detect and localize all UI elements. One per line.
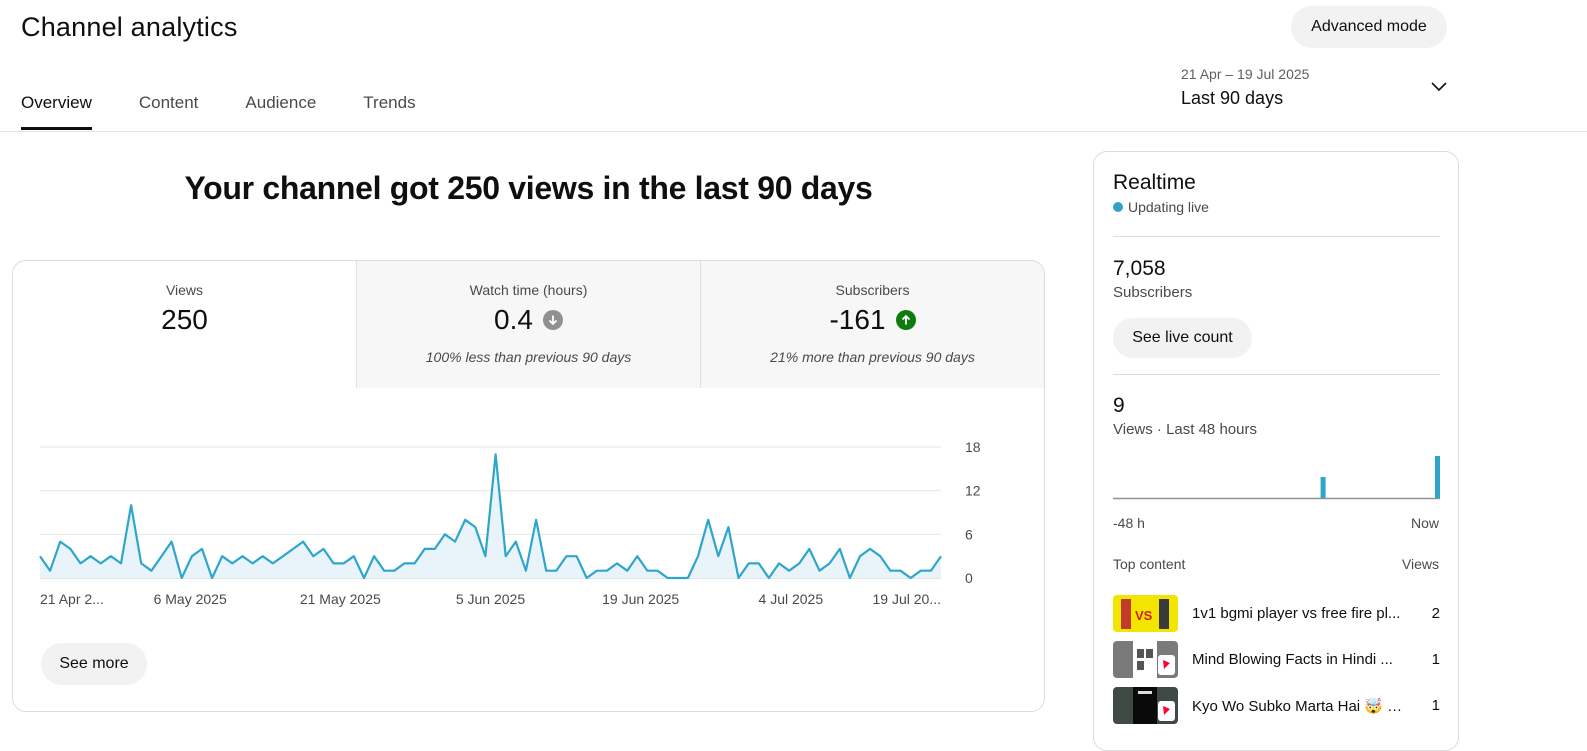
live-dot-icon: [1113, 202, 1123, 212]
top-content-title: 1v1 bgmi player vs free fire pl...: [1192, 605, 1401, 622]
svg-text:VS: VS: [1135, 608, 1153, 623]
x-tick-label: 21 May 2025: [300, 591, 381, 607]
top-content-title: Kyo Wo Subko Marta Hai 🤯 #...: [1192, 698, 1407, 715]
headline: Your channel got 250 views in the last 9…: [184, 170, 873, 206]
realtime-status: Updating live: [1113, 199, 1209, 215]
metric-value: 0.4: [494, 304, 533, 335]
x-tick-label: 6 May 2025: [154, 591, 227, 607]
x-tick-label: 4 Jul 2025: [759, 591, 824, 607]
realtime-status-text: Updating live: [1128, 199, 1209, 215]
y-tick-label: 0: [965, 570, 973, 586]
tab-audience[interactable]: Audience: [245, 93, 317, 112]
metric-label: Subscribers: [835, 282, 910, 298]
metric-label: Watch time (hours): [469, 282, 588, 298]
top-content-label: Top content: [1113, 556, 1186, 572]
views-line-chart: 0 6 12 18 21 Apr 2... 6 May 2025 21 May 2025 5 …: [39, 439, 981, 607]
metric-label: Views: [165, 282, 204, 298]
realtime-bar: [1320, 477, 1326, 498]
see-live-count-button[interactable]: See live count: [1113, 318, 1252, 358]
realtime-panel: Realtime Updating live 7,058 Subscribers…: [1093, 151, 1459, 751]
tab-bar: Overview Content Audience Trends: [21, 88, 463, 132]
overview-card: Views 250 Watch time (hours) 0.4 100% le…: [12, 260, 1045, 712]
divider: [1113, 236, 1440, 237]
realtime-subscribers-label: Subscribers: [1113, 284, 1193, 301]
shorts-thumbnail: [1113, 687, 1178, 724]
period-label: Last 90 days: [1181, 88, 1284, 108]
trend-down-icon: [542, 310, 563, 330]
top-content-views-label: Views: [1401, 556, 1439, 572]
realtime-views-label: Views · Last 48 hours: [1113, 421, 1257, 438]
top-content-views: 1: [1431, 697, 1440, 714]
metric-value: -161: [829, 304, 886, 335]
chevron-down-icon: [1431, 82, 1447, 92]
realtime-subscribers-value: 7,058: [1113, 257, 1166, 280]
trend-up-icon: [895, 310, 916, 330]
date-range-picker[interactable]: 21 Apr – 19 Jul 2025 Last 90 days: [1181, 64, 1451, 116]
metric-tabs: Views 250 Watch time (hours) 0.4 100% le…: [13, 261, 1044, 388]
metric-value: 250: [161, 304, 208, 335]
top-content-views: 1: [1431, 651, 1440, 668]
y-tick-label: 18: [965, 439, 981, 455]
y-tick-label: 6: [965, 526, 973, 542]
header-divider: [0, 131, 1587, 132]
tab-overview[interactable]: Overview: [21, 88, 92, 130]
views-series-line: [39, 453, 942, 580]
date-range-text: 21 Apr – 19 Jul 2025: [1181, 66, 1310, 82]
realtime-views-value: 9: [1113, 394, 1125, 417]
x-tick-label: 19 Jul 20...: [873, 591, 942, 607]
divider: [1113, 374, 1440, 375]
top-content-item[interactable]: Kyo Wo Subko Marta Hai 🤯 #... 1: [1113, 687, 1440, 725]
realtime-title: Realtime: [1113, 171, 1196, 194]
see-more-button[interactable]: See more: [41, 643, 147, 685]
top-content-item[interactable]: Mind Blowing Facts in Hindi ... 1: [1113, 641, 1440, 679]
shorts-thumbnail: [1113, 641, 1178, 678]
metric-watch-time[interactable]: Watch time (hours) 0.4 100% less than pr…: [356, 261, 700, 388]
metric-subscribers[interactable]: Subscribers -161 21% more than previous …: [700, 261, 1044, 388]
top-content-title: Mind Blowing Facts in Hindi ...: [1192, 651, 1393, 668]
y-tick-label: 12: [965, 483, 981, 499]
metric-views[interactable]: Views 250: [13, 261, 356, 388]
top-content-item[interactable]: VS 1v1 bgmi player vs free fire pl... 2: [1113, 595, 1440, 633]
x-tick-label: 21 Apr 2...: [40, 591, 104, 607]
tab-content[interactable]: Content: [138, 93, 199, 112]
realtime-bar-chart: [1113, 456, 1440, 500]
page-title: Channel analytics: [21, 12, 238, 42]
x-tick-label: 19 Jun 2025: [602, 591, 679, 607]
tab-trends[interactable]: Trends: [363, 93, 416, 112]
top-content-views: 2: [1431, 605, 1440, 622]
realtime-bar: [1435, 456, 1440, 498]
video-thumbnail: VS: [1113, 595, 1178, 632]
metric-delta: 21% more than previous 90 days: [770, 349, 975, 365]
realtime-axis-end: Now: [1410, 515, 1439, 531]
metric-delta: 100% less than previous 90 days: [425, 349, 632, 365]
x-tick-label: 5 Jun 2025: [456, 591, 525, 607]
realtime-axis-start: -48 h: [1113, 515, 1145, 531]
advanced-mode-button[interactable]: Advanced mode: [1291, 6, 1447, 48]
